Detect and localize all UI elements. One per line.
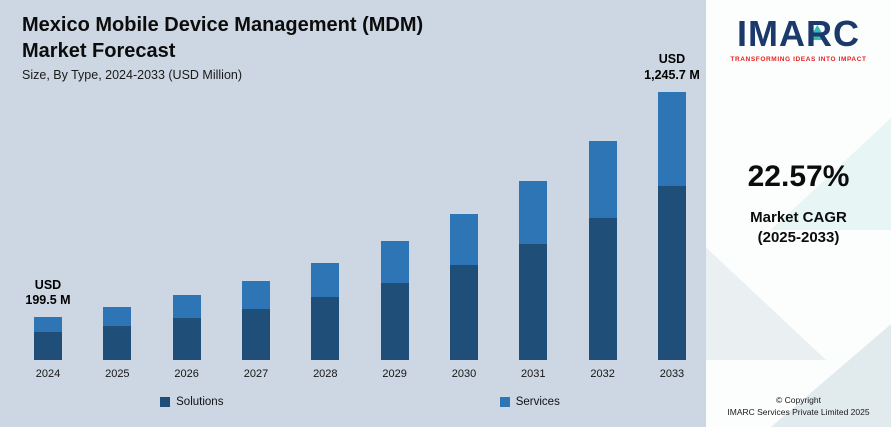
bar-chart-plot: USD 199.5 M 2024 2025 2026 2027 2028 2029 2030 20… <box>22 30 700 380</box>
bar-group-2024: USD 199.5 M 2024 <box>22 278 74 380</box>
cagr-label-line1: Market CAGR <box>750 209 847 226</box>
copyright-line1: © Copyright <box>775 394 821 405</box>
bar-annotation-2024: USD 199.5 M <box>25 277 71 308</box>
x-axis-label-2026: 2026 <box>174 368 199 380</box>
bar-segment-solutions <box>449 265 478 360</box>
bar-segment-services <box>380 241 409 283</box>
x-axis-label-2031: 2031 <box>521 368 546 380</box>
x-axis-label-2030: 2030 <box>451 368 477 380</box>
legend-swatch-solutions <box>160 397 171 407</box>
bar-segment-solutions <box>103 325 132 360</box>
bar-group-2025: 2025 <box>91 307 143 380</box>
cagr-label-line2: (2025-2033) <box>757 229 840 247</box>
x-axis-label-2033: 2033 <box>659 368 685 380</box>
bar-segment-services <box>34 317 62 332</box>
bar-segment-solutions <box>311 296 340 360</box>
stacked-bar-2024 <box>34 317 62 360</box>
stacked-bar-2028 <box>311 263 340 360</box>
legend-label-solutions: Solutions <box>176 396 224 408</box>
bar-group-2026: 2026 <box>161 295 213 380</box>
chart-legend: Solutions Services <box>22 396 698 408</box>
bar-annotation-2033: USD 1,245.7 M <box>644 52 700 83</box>
x-axis-label-2032: 2032 <box>590 368 615 380</box>
title-line1: Mexico Mobile Device Management (MDM) <box>22 14 424 36</box>
x-axis-label-2027: 2027 <box>243 368 269 380</box>
bar-segment-services <box>311 263 340 297</box>
branding-panel: IMARC TRANSFORMING IDEAS INTO IMPACT 22.… <box>706 0 891 427</box>
bar-group-2031: 2031 <box>507 181 559 380</box>
bar-segment-services <box>172 295 201 318</box>
chart-subtitle: Size, By Type, 2024-2033 (USD Million) <box>22 68 243 82</box>
logo-tagline: TRANSFORMING IDEAS INTO IMPACT <box>730 56 867 63</box>
legend-swatch-services <box>499 397 510 407</box>
cagr-block: 22.57% Market CAGR (2025-2033) <box>718 160 879 249</box>
bar-segment-solutions <box>519 243 548 360</box>
stacked-bar-2029 <box>380 241 409 360</box>
cagr-value: 22.57% <box>747 160 850 193</box>
page-title: Mexico Mobile Device Management (MDM) Ma… <box>22 12 582 64</box>
bar-segment-solutions <box>657 185 686 360</box>
legend-item-services: Services <box>499 396 560 408</box>
cagr-label: Market CAGR (2025-2033) <box>718 208 879 249</box>
bar-segment-solutions <box>34 332 62 360</box>
bar-group-2032: 2032 <box>577 141 629 380</box>
chart-header: Mexico Mobile Device Management (MDM) Ma… <box>22 12 582 82</box>
title-line2: Market Forecast <box>22 40 176 62</box>
bar-group-2028: 2028 <box>299 263 351 380</box>
bar-segment-solutions <box>172 318 201 360</box>
copyright-notice: © Copyright IMARC Services Private Limit… <box>706 394 891 420</box>
imarc-logo-text: IMARC <box>737 13 860 54</box>
x-axis-label-2029: 2029 <box>382 368 407 380</box>
legend-label-services: Services <box>515 396 560 408</box>
bar-segment-services <box>241 280 270 309</box>
x-axis-label-2028: 2028 <box>313 368 338 380</box>
x-axis-label-2024: 2024 <box>35 368 61 380</box>
bar-segment-solutions <box>241 308 270 360</box>
copyright-line2: IMARC Services Private Limited 2025 <box>727 407 870 418</box>
bar-segment-solutions <box>588 217 617 360</box>
bar-segment-services <box>449 214 478 266</box>
bar-group-2033: USD 1,245.7 M 2033 <box>644 52 700 380</box>
stacked-bar-2025 <box>103 307 132 360</box>
bar-segment-services <box>519 181 548 244</box>
stacked-bar-2031 <box>519 181 548 360</box>
stacked-bar-2027 <box>241 280 270 360</box>
bar-segment-services <box>103 307 132 326</box>
imarc-logo: IMARC TRANSFORMING IDEAS INTO IMPACT <box>706 13 891 64</box>
bar-group-2030: 2030 <box>438 214 490 380</box>
stacked-bar-2032 <box>588 141 617 360</box>
bar-segment-services <box>588 141 617 218</box>
x-axis-label-2025: 2025 <box>105 368 130 380</box>
stacked-bar-2033 <box>657 91 686 360</box>
stacked-bar-2030 <box>449 214 478 360</box>
stacked-bar-2026 <box>172 295 201 360</box>
legend-item-solutions: Solutions <box>160 396 223 408</box>
bar-group-2029: 2029 <box>369 241 421 380</box>
bar-segment-solutions <box>380 282 409 360</box>
bar-segment-services <box>657 91 686 186</box>
bar-group-2027: 2027 <box>230 280 282 380</box>
